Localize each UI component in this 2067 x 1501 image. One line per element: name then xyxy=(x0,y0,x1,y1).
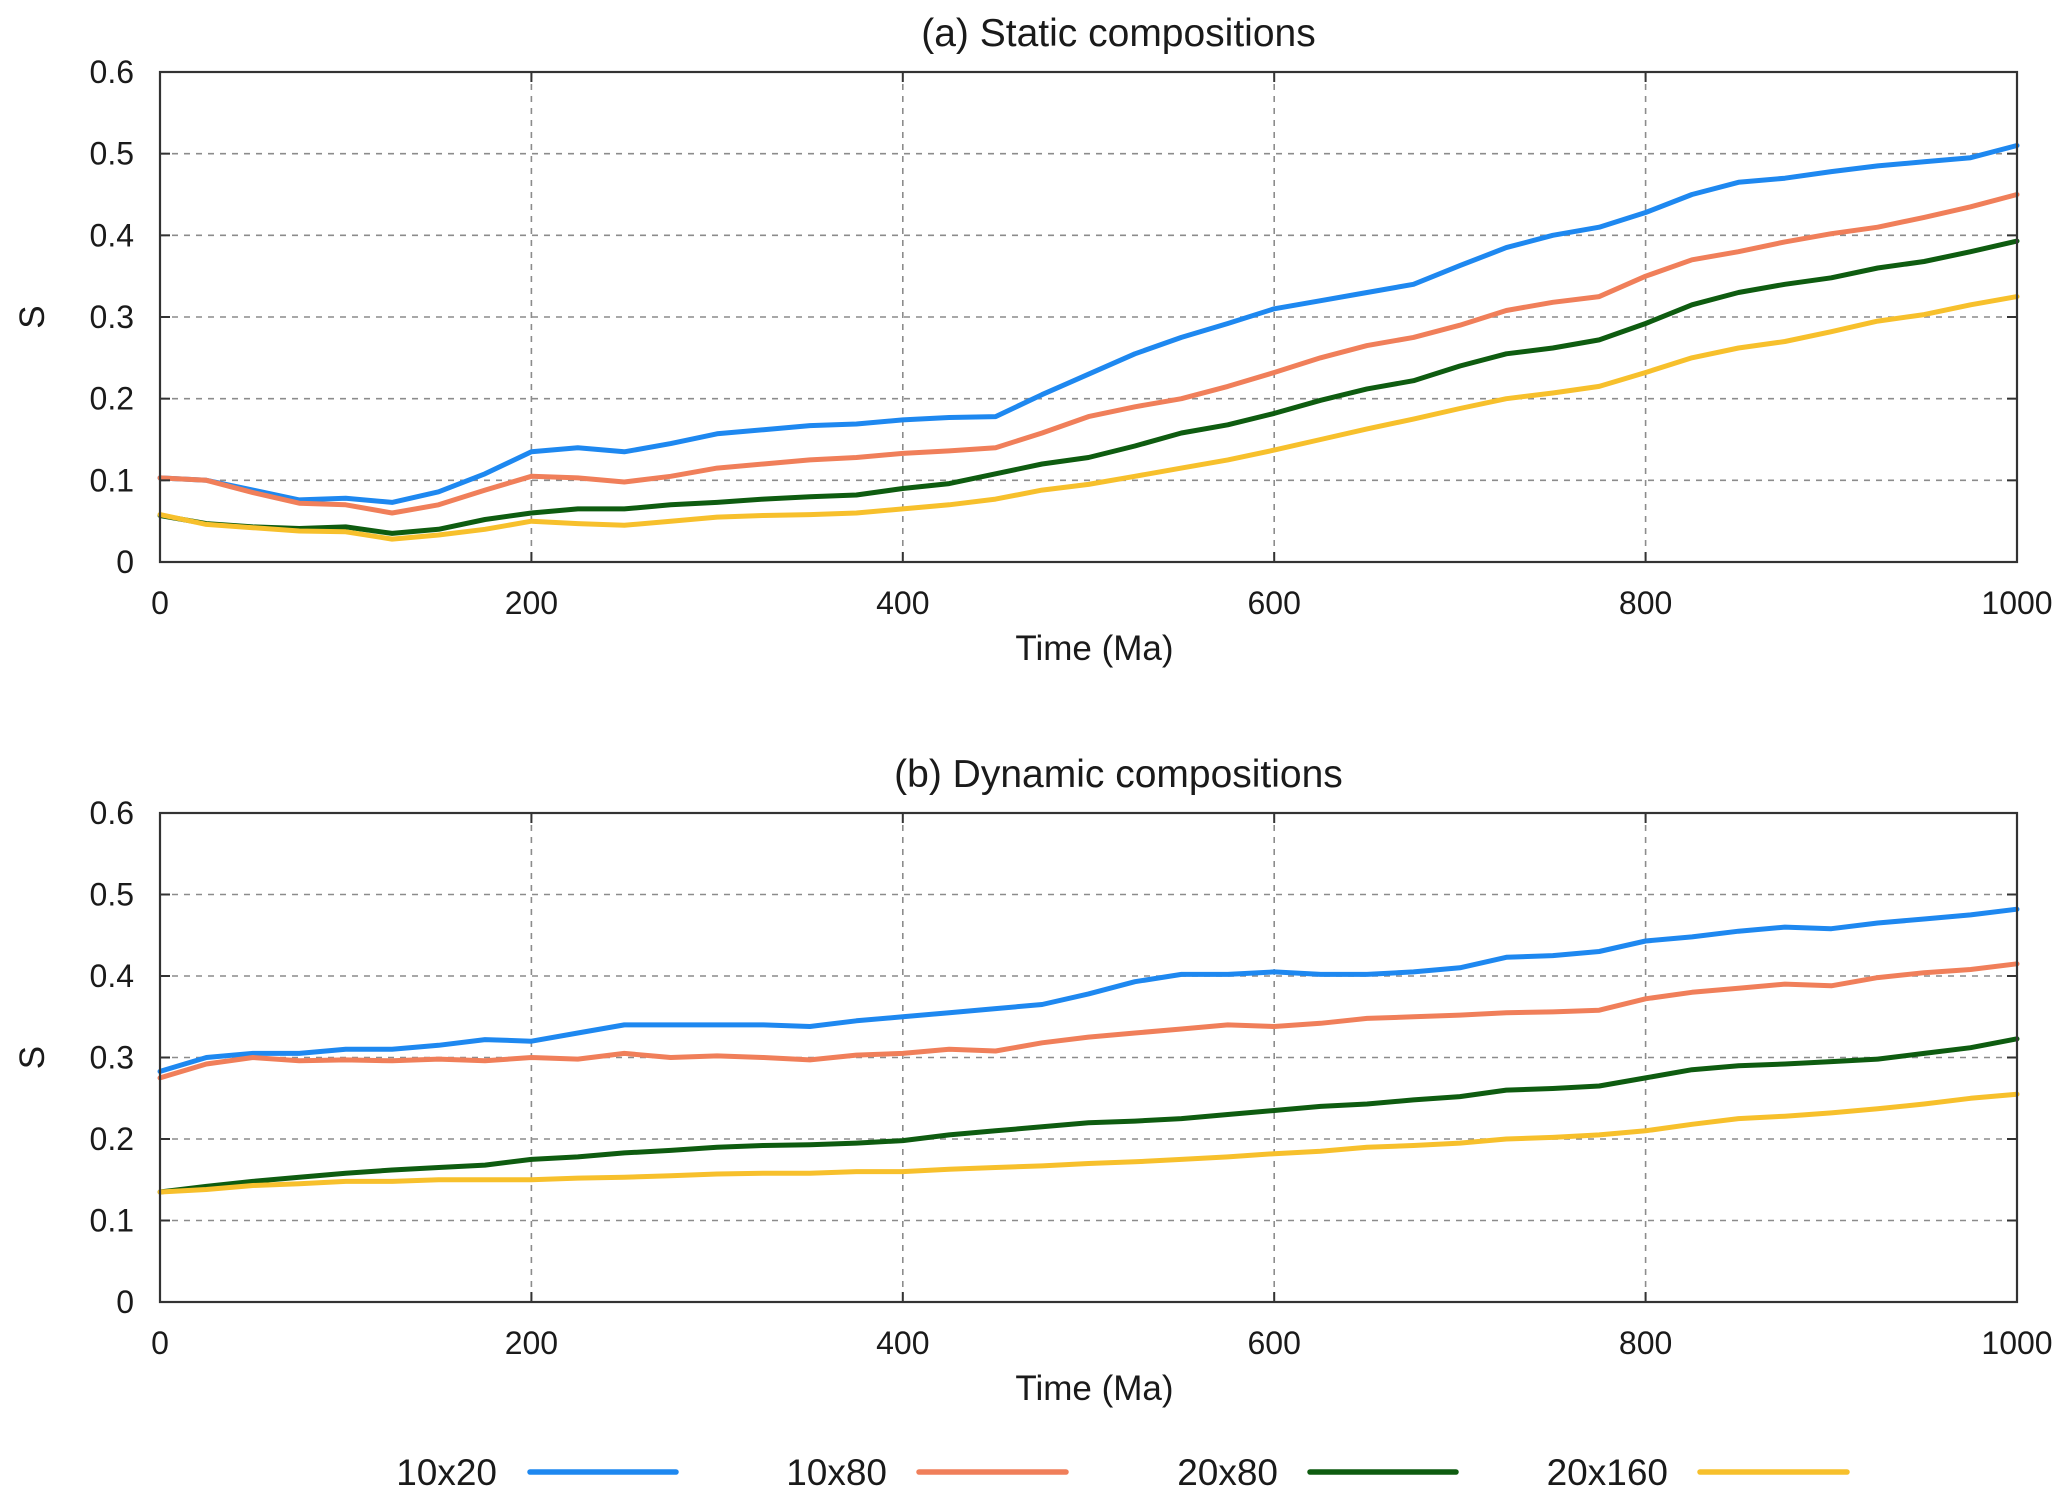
series-line-20x160 xyxy=(157,294,2020,542)
panel-dynamic-compositions: 0 200 400 600 800 1000 0 0.1 0.2 0.3 0.4 0.5 0.6 (b) … xyxy=(13,753,2053,1408)
chart-title: (a) Static compositions xyxy=(921,12,1315,55)
x-tick-label: 600 xyxy=(1248,585,1301,621)
series-line-20x80 xyxy=(157,1036,2020,1195)
y-axis-label: S xyxy=(13,1046,52,1069)
y-tick-label: 0.6 xyxy=(90,54,134,90)
series-line-20x80 xyxy=(157,238,2020,536)
y-tick-label: 0.6 xyxy=(90,795,134,831)
legend-label-20x160: 20x160 xyxy=(1547,1452,1668,1493)
y-axis-label: S xyxy=(13,305,52,328)
y-tick-label: 0.3 xyxy=(90,299,134,335)
x-tick-label: 1000 xyxy=(1981,585,2052,621)
x-axis-label: Time (Ma) xyxy=(1015,629,1173,668)
y-tick-label: 0.1 xyxy=(90,462,134,498)
legend-label-10x20: 10x20 xyxy=(396,1452,497,1493)
y-tick-label: 0.5 xyxy=(90,136,134,172)
y-tick-label: 0.3 xyxy=(90,1040,134,1076)
legend-label-10x80: 10x80 xyxy=(786,1452,887,1493)
x-tick-label: 0 xyxy=(151,1325,169,1361)
legend: 10x20 10x80 20x80 20x160 xyxy=(396,1452,1850,1493)
series-line-10x20 xyxy=(157,143,2020,505)
series-line-10x80 xyxy=(157,961,2020,1081)
y-tick-label: 0.2 xyxy=(90,381,134,417)
chart-title: (b) Dynamic compositions xyxy=(894,753,1343,796)
x-tick-label: 800 xyxy=(1619,1325,1672,1361)
y-tick-label: 0.4 xyxy=(90,958,134,994)
y-tick-label: 0 xyxy=(116,544,134,580)
series-line-10x80 xyxy=(157,192,2020,516)
x-axis-label: Time (Ma) xyxy=(1015,1369,1173,1408)
legend-label-20x80: 20x80 xyxy=(1177,1452,1278,1493)
x-tick-label: 800 xyxy=(1619,585,1672,621)
x-tick-label: 600 xyxy=(1248,1325,1301,1361)
y-tick-label: 0.4 xyxy=(90,217,134,253)
x-tick-label: 0 xyxy=(151,585,169,621)
y-tick-label: 0.1 xyxy=(90,1203,134,1239)
y-tick-label: 0.2 xyxy=(90,1121,134,1157)
series-line-20x160 xyxy=(157,1091,2020,1195)
x-tick-label: 400 xyxy=(876,1325,929,1361)
x-tick-label: 1000 xyxy=(1981,1325,2052,1361)
x-tick-label: 200 xyxy=(505,1325,558,1361)
series-line-10x20 xyxy=(157,906,2020,1074)
y-tick-label: 0.5 xyxy=(90,877,134,913)
x-tick-label: 400 xyxy=(876,585,929,621)
panel-static-compositions: 0 200 400 600 800 1000 0 0.1 0.2 0.3 0.4 0.5 0.6 (a) … xyxy=(13,12,2053,668)
x-tick-label: 200 xyxy=(505,585,558,621)
y-tick-label: 0 xyxy=(116,1284,134,1320)
